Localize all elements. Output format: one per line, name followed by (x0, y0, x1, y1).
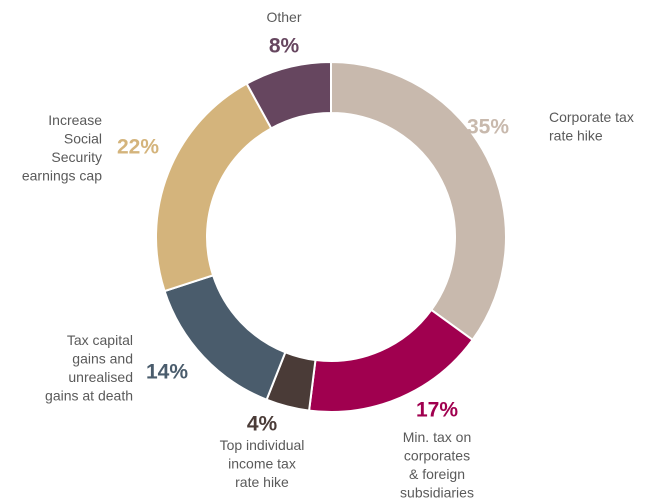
category-label-line: income tax (228, 455, 296, 471)
donut-slice (307, 308, 474, 413)
category-label: Top individual income tax rate hike (220, 437, 305, 490)
category-label-line: Other (266, 9, 301, 25)
category-label-line: Min. tax on (403, 429, 471, 445)
category-label-line: rate hike (549, 127, 603, 143)
category-label-line: gains at death (45, 387, 133, 403)
category-label-line: Corporate tax (549, 109, 634, 125)
category-label-line: Top individual (220, 437, 305, 453)
category-label-line: Tax capital (67, 332, 133, 348)
category-label-line: Increase (48, 112, 102, 128)
category-label-line: earnings cap (22, 167, 102, 183)
value-label: 22% (117, 136, 159, 159)
value-label: 17% (416, 399, 458, 422)
value-label: 8% (269, 35, 300, 58)
category-label-line: Social (64, 130, 102, 146)
category-label-line: unrealised (68, 369, 133, 385)
category-label: Increase Social Security earnings cap (22, 112, 102, 184)
category-label: Other (266, 9, 301, 25)
category-label-line: & foreign (409, 466, 465, 482)
donut-slice (245, 60, 332, 130)
category-label-line: corporates (404, 447, 470, 463)
value-label: 14% (146, 361, 188, 384)
category-label: Tax capital gains and unrealised gains at d… (45, 332, 133, 404)
category-label-line: rate hike (235, 474, 289, 490)
category-label-line: Security (51, 149, 102, 165)
category-label: Corporate tax rate hike (549, 109, 634, 144)
donut-slice (155, 82, 273, 293)
category-label: Min. tax on corporates & foreign subsidiari… (400, 429, 474, 501)
category-label-line: subsidiaries (400, 484, 474, 500)
category-label-line: gains and (72, 350, 133, 366)
value-label: 4% (247, 413, 278, 436)
value-label: 35% (467, 116, 509, 139)
donut-slice (330, 60, 507, 342)
